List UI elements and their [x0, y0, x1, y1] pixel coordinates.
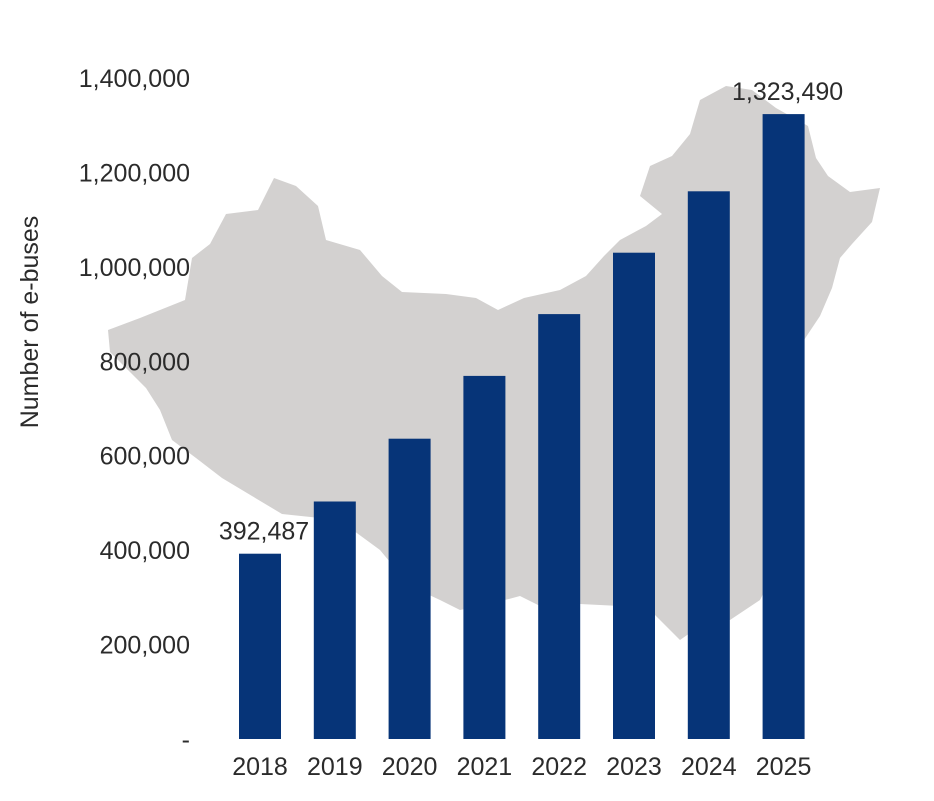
- y-tick-label: -: [182, 726, 190, 754]
- x-tick-label: 2020: [382, 753, 438, 781]
- y-axis-label: Number of e-buses: [16, 216, 44, 429]
- y-tick-label: 400,000: [100, 537, 190, 565]
- x-tick-label: 2018: [232, 753, 288, 781]
- y-tick-label: 600,000: [100, 443, 190, 471]
- x-tick-label: 2021: [457, 753, 513, 781]
- y-tick-label: 1,200,000: [79, 159, 190, 187]
- y-axis-ticks: - 200,000 400,000 600,000 800,000 1,000,000 1,…: [79, 65, 190, 754]
- bar-2021: [463, 375, 506, 739]
- bars-layer: [239, 114, 805, 740]
- bar-2018: [239, 553, 281, 739]
- data-labels: 392,487 1,323,490: [219, 78, 843, 546]
- data-label-2025: 1,323,490: [732, 78, 843, 106]
- bar-2024: [687, 191, 730, 740]
- x-tick-label: 2023: [606, 753, 662, 781]
- x-axis-ticks: 2018 2019 2020 2021 2022 2023 2024 2025: [232, 753, 811, 781]
- x-tick-label: 2022: [531, 753, 587, 781]
- x-tick-label: 2025: [756, 753, 812, 781]
- x-tick-label: 2024: [681, 753, 737, 781]
- x-tick-label: 2019: [307, 753, 363, 781]
- y-tick-label: 800,000: [100, 348, 190, 376]
- data-label-2018: 392,487: [219, 518, 309, 546]
- y-tick-label: 200,000: [100, 632, 190, 660]
- y-tick-label: 1,400,000: [79, 65, 190, 93]
- bar-2025: [762, 114, 805, 740]
- china-map-icon: [108, 86, 880, 640]
- bar-2023: [613, 252, 655, 739]
- y-tick-label: 1,000,000: [79, 254, 190, 282]
- bar-2019: [313, 501, 356, 739]
- bar-2020: [388, 438, 431, 739]
- bar-2022: [538, 314, 581, 739]
